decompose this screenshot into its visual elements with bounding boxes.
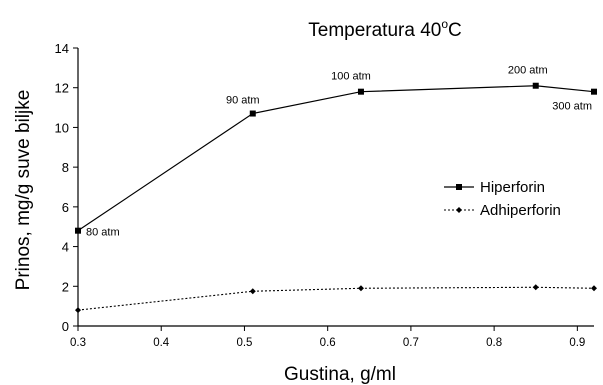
x-tick-label-1: 0.4 bbox=[153, 337, 170, 349]
series-hiperforin-point-1 bbox=[249, 110, 256, 117]
y-ticks: 0 2 4 6 8 10 12 14 bbox=[55, 41, 78, 334]
point-label-4: 300 atm bbox=[552, 101, 592, 113]
point-label-3: 200 atm bbox=[508, 65, 548, 77]
y-tick-label-6: 12 bbox=[55, 81, 69, 96]
x-tick-label-3: 0.6 bbox=[320, 337, 336, 349]
chart-title-degree: o bbox=[441, 17, 448, 31]
series-hiperforin-point-2 bbox=[357, 88, 364, 95]
series-hiperforin-point-3 bbox=[532, 82, 539, 89]
x-tick-label-2: 0.5 bbox=[236, 337, 252, 349]
x-tick-label-6: 0.9 bbox=[569, 337, 585, 349]
series-adhiperforin-point-0 bbox=[75, 307, 81, 314]
y-tick-label-2: 4 bbox=[62, 240, 69, 255]
series-adhiperforin-point-1 bbox=[249, 288, 256, 295]
series-adhiperforin-point-4 bbox=[591, 285, 597, 292]
series-layer bbox=[75, 82, 597, 314]
x-tick-label-5: 0.8 bbox=[486, 337, 502, 349]
legend-adhiperforin-label: Adhiperforin bbox=[480, 202, 561, 219]
y-tick-label-5: 10 bbox=[55, 120, 69, 135]
point-label-2: 100 atm bbox=[331, 71, 371, 83]
x-axis-label: Gustina, g/ml bbox=[284, 364, 396, 385]
y-tick-label-3: 6 bbox=[62, 200, 69, 215]
series-hiperforin-point-4 bbox=[591, 88, 597, 95]
x-ticks: 0.3 0.4 0.5 0.6 0.7 0.8 0.9 bbox=[70, 326, 585, 349]
series-adhiperforin-point-3 bbox=[532, 284, 539, 291]
y-tick-label-7: 14 bbox=[55, 41, 69, 56]
point-label-1: 90 atm bbox=[226, 95, 260, 107]
point-labels: 80 atm 90 atm 100 atm 200 atm 300 atm bbox=[86, 65, 592, 239]
legend-hiperforin-marker bbox=[456, 184, 462, 190]
y-tick-label-1: 2 bbox=[62, 279, 69, 294]
series-adhiperforin-line bbox=[77, 286, 595, 311]
chart-title-unit: C bbox=[448, 20, 462, 41]
y-tick-label-0: 0 bbox=[62, 319, 69, 334]
series-adhiperforin-point-2 bbox=[357, 285, 364, 292]
legend-adhiperforin-marker bbox=[456, 207, 462, 213]
legend: Hiperforin Adhiperforin bbox=[444, 179, 561, 219]
chart-title-main: Temperatura 40 bbox=[308, 20, 441, 41]
chart-title: Temperatura 40oC bbox=[308, 17, 462, 41]
series-hiperforin-point-0 bbox=[75, 227, 81, 234]
x-tick-label-0: 0.3 bbox=[70, 337, 86, 349]
y-tick-label-4: 8 bbox=[62, 160, 69, 175]
point-label-0: 80 atm bbox=[86, 227, 120, 239]
y-axis-label: Prinos, mg/g suve biljke bbox=[13, 90, 34, 291]
x-tick-label-4: 0.7 bbox=[403, 337, 419, 349]
legend-hiperforin-label: Hiperforin bbox=[480, 179, 545, 196]
